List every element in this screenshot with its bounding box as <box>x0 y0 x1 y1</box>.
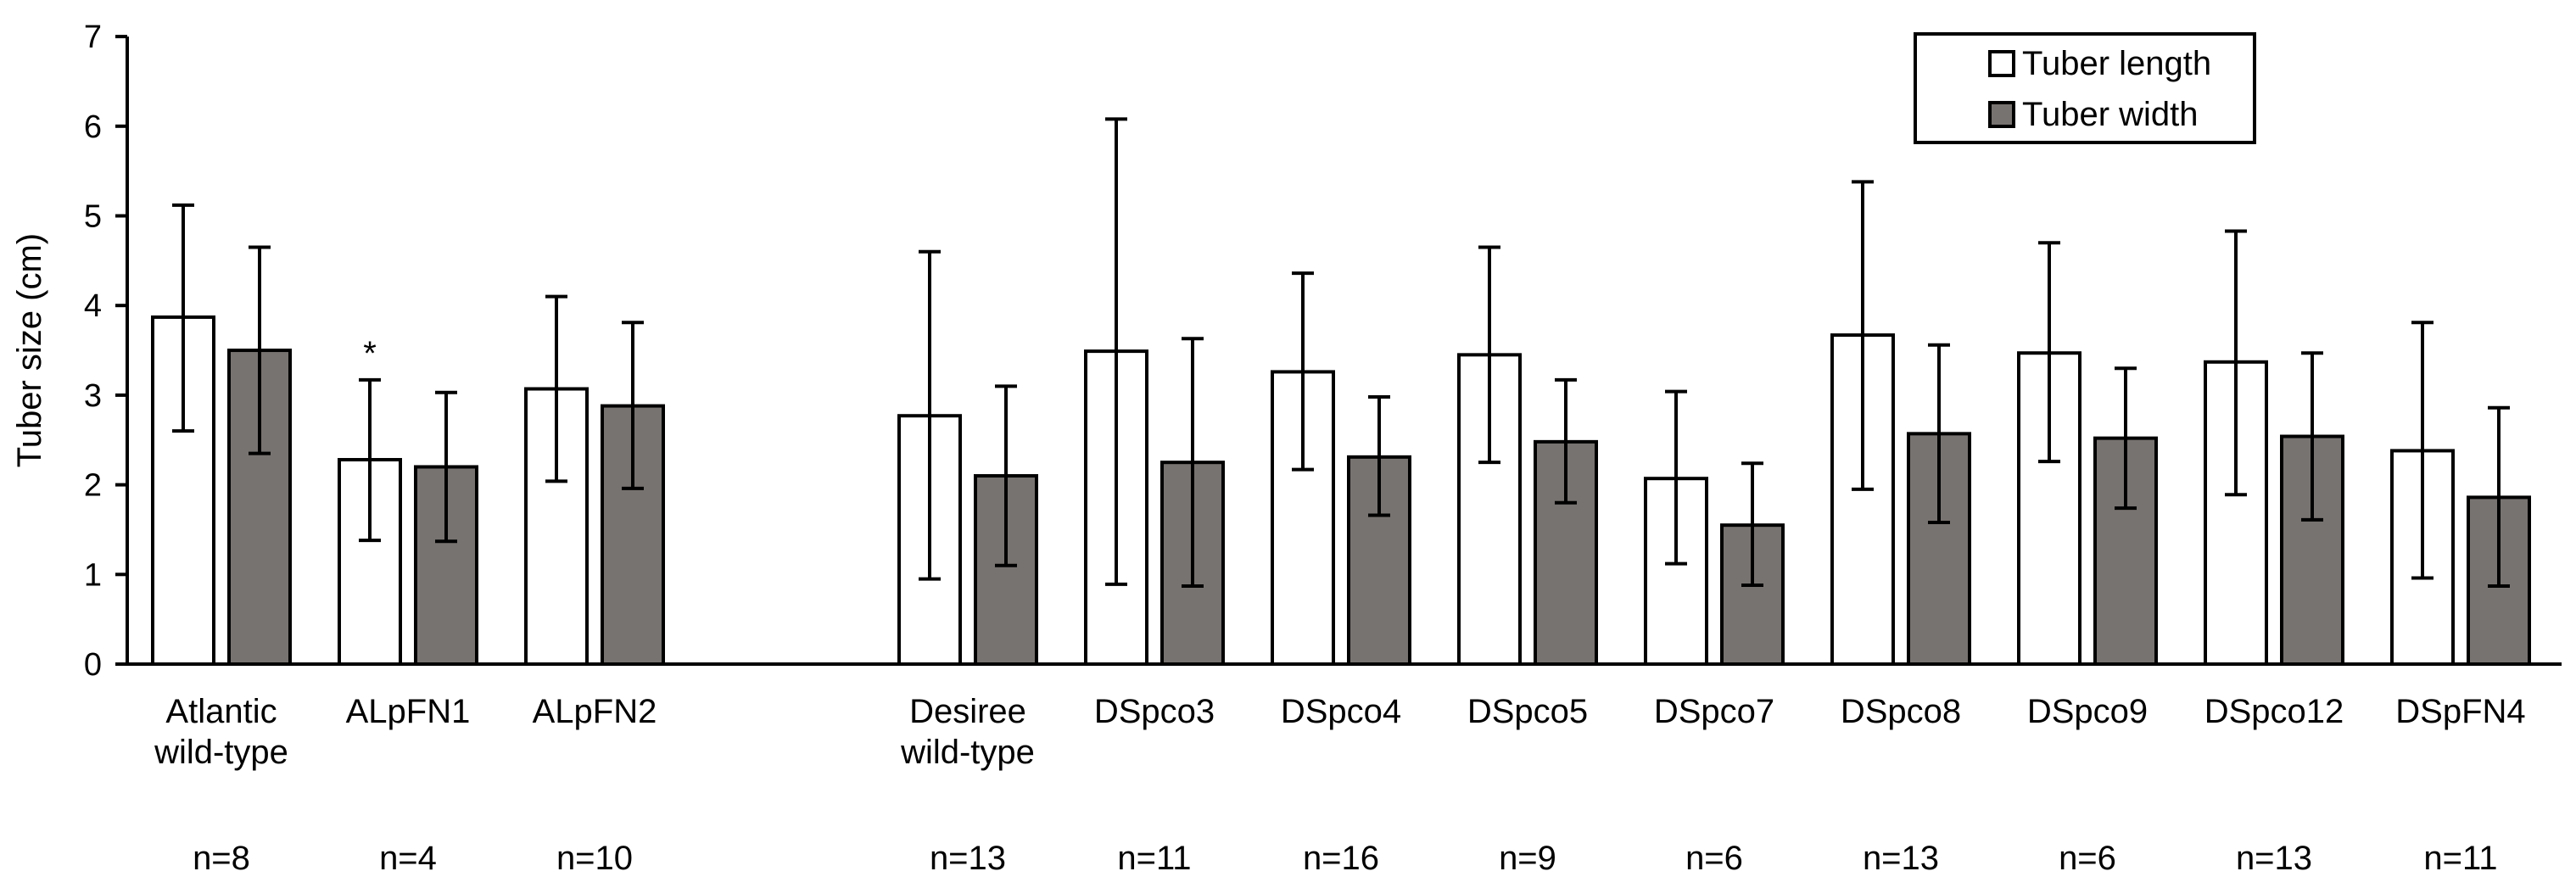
y-tick-label: 3 <box>84 378 102 414</box>
category-label: DSpco8 <box>1841 693 1961 730</box>
sample-size-label: n=13 <box>930 840 1006 877</box>
y-tick-label: 4 <box>84 288 102 324</box>
sample-size-label: n=8 <box>193 840 250 877</box>
bars-group <box>151 315 2531 667</box>
sample-size-label: n=11 <box>2423 840 2497 877</box>
category-label: DSpco4 <box>1281 693 1401 730</box>
legend-swatch-tuber-length <box>1988 50 2015 77</box>
sample-size-label: n=9 <box>1499 840 1556 877</box>
legend-swatch-tuber-width <box>1988 101 2015 128</box>
y-tick-label: 1 <box>84 557 102 593</box>
category-label: ALpFN2 <box>533 693 657 730</box>
sample-size-label: n=16 <box>1303 840 1379 877</box>
y-tick-label: 2 <box>84 468 102 504</box>
sample-size-label: n=6 <box>2059 840 2116 877</box>
y-tick-label: 7 <box>84 20 102 55</box>
category-label: DSpco9 <box>2027 693 2148 730</box>
y-axis-title: Tuber size (cm) <box>11 233 48 467</box>
category-label: DSpco12 <box>2204 693 2344 730</box>
category-label: wild-type <box>900 734 1035 771</box>
category-label: Atlantic <box>165 693 277 730</box>
legend-box <box>1914 32 2256 144</box>
category-labels: Atlantic wild-type ALpFN1 ALpFN2 Desiree wild… <box>154 693 2526 771</box>
y-tick-label: 0 <box>84 647 102 683</box>
sample-size-label: n=13 <box>1863 840 1939 877</box>
y-tick-label: 6 <box>84 109 102 145</box>
sample-size-label: n=4 <box>379 840 437 877</box>
legend-label: Tuber length <box>2022 45 2211 82</box>
category-label: Desiree <box>909 693 1026 730</box>
y-tick-label: 5 <box>84 199 102 235</box>
legend-label: Tuber width <box>2022 96 2199 133</box>
sample-size-label: n=11 <box>1117 840 1191 877</box>
category-label: DSpco5 <box>1467 693 1588 730</box>
category-label: ALpFN1 <box>346 693 471 730</box>
category-label: DSpFN4 <box>2395 693 2525 730</box>
y-axis: 0 1 2 3 4 5 6 7 <box>84 20 129 683</box>
legend: Tuber length Tuber width <box>1914 32 2256 144</box>
error-bars-group <box>172 117 2510 589</box>
annotations: * <box>363 335 377 372</box>
significance-asterisk: * <box>363 335 377 372</box>
category-label: wild-type <box>154 734 288 771</box>
category-label: DSpco3 <box>1094 693 1215 730</box>
category-label: DSpco7 <box>1654 693 1774 730</box>
sample-size-label: n=13 <box>2236 840 2312 877</box>
bar-tuber-width <box>1347 455 1411 667</box>
sample-size-label: n=10 <box>556 840 633 877</box>
sample-size-labels: n=8 n=4 n=10 n=13 n=11 n=16 n=9 n=6 n=13 n=6 n=13 n… <box>193 840 2498 877</box>
sample-size-label: n=6 <box>1685 840 1743 877</box>
